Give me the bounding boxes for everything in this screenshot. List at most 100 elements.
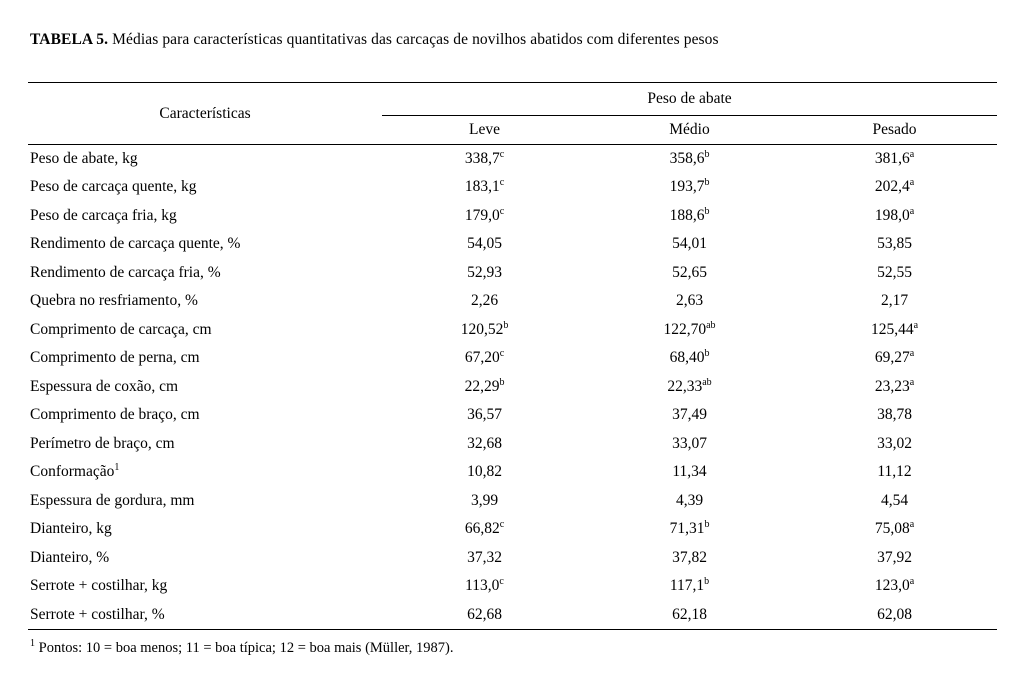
significance-superscript: a — [909, 205, 915, 217]
significance-superscript: b — [704, 148, 710, 160]
cell-value: 54,05 — [467, 235, 502, 253]
cell-value: 198,0a — [874, 205, 915, 224]
table-row: Espessura de gordura, mm 3,99 4,39 4,54 — [28, 487, 997, 516]
cell-value: 381,6a — [874, 148, 915, 167]
table-row: Comprimento de braço, cm 36,57 37,49 38,78 — [28, 401, 997, 430]
significance-superscript: a — [909, 148, 915, 160]
cell-value: 2,63 — [675, 292, 704, 310]
cell-value: 4,39 — [675, 491, 704, 509]
significance-superscript: ab — [702, 376, 712, 388]
table-caption-text: Médias para características quantitativa… — [108, 31, 719, 48]
cell-value: 2,17 — [880, 292, 909, 310]
cell-value: 37,92 — [877, 548, 912, 566]
header-subcolumns-row: Leve Médio Pesado — [28, 116, 997, 145]
cell-value: 358,6b — [669, 148, 710, 167]
significance-superscript: b — [704, 576, 710, 588]
row-label: Comprimento de carcaça, cm — [30, 320, 212, 338]
cell-value: 32,68 — [467, 434, 502, 452]
cell-value: 33,02 — [877, 434, 912, 452]
cell-value: 22,29b — [464, 376, 505, 395]
table-row: Quebra no resfriamento, % 2,26 2,63 2,17 — [28, 287, 997, 316]
header-group-row: Características Peso de abate — [28, 82, 998, 122]
cell-value: 62,68 — [467, 605, 502, 623]
cell-value: 202,4a — [874, 177, 915, 196]
footnote-superscript: 1 — [30, 637, 35, 649]
significance-superscript: a — [909, 519, 915, 531]
cell-value: 188,6b — [669, 205, 710, 224]
cell-value: 67,20c — [464, 348, 505, 367]
cell-value: 122,70ab — [663, 319, 716, 338]
cell-value: 120,52b — [460, 319, 509, 338]
significance-superscript: b — [704, 205, 710, 217]
table-row: Dianteiro, kg 66,82c 71,31b 75,08a — [28, 515, 997, 544]
row-label: Comprimento de braço, cm — [30, 406, 200, 424]
cell-value: 125,44a — [870, 319, 919, 338]
cell-value: 69,27a — [874, 348, 915, 367]
significance-superscript: b — [704, 519, 710, 531]
significance-superscript: b — [704, 177, 710, 189]
significance-superscript: a — [909, 376, 915, 388]
table-row: Serrote + costilhar, % 62,68 62,18 62,08 — [28, 601, 997, 630]
cell-value: 52,65 — [672, 263, 707, 281]
row-label: Dianteiro, kg — [30, 520, 112, 538]
significance-superscript: c — [499, 348, 505, 360]
cell-value: 183,1c — [464, 177, 505, 196]
row-label: Espessura de gordura, mm — [30, 491, 195, 509]
row-label: Comprimento de perna, cm — [30, 349, 200, 367]
row-label: Dianteiro, % — [30, 548, 110, 566]
row-label: Perímetro de braço, cm — [30, 434, 175, 452]
cell-value: 338,7c — [464, 148, 505, 167]
cell-value: 23,23a — [874, 376, 915, 395]
cell-value: 193,7b — [669, 177, 710, 196]
cell-value: 11,34 — [672, 463, 707, 481]
table-body: Peso de abate, kg 338,7c 358,6b 381,6a Peso … — [28, 145, 997, 630]
cell-value: 113,0c — [465, 576, 504, 595]
cell-value: 3,99 — [470, 491, 499, 509]
cell-value: 52,55 — [877, 263, 912, 281]
row-label: Peso de carcaça fria, kg — [30, 206, 177, 224]
cell-value: 33,07 — [672, 434, 707, 452]
table-row: Rendimento de carcaça quente, % 54,05 54,0… — [28, 230, 997, 259]
row-label: Peso de abate, kg — [30, 150, 138, 167]
significance-superscript: c — [499, 148, 505, 160]
significance-superscript: a — [913, 319, 919, 331]
cell-value: 4,54 — [880, 491, 909, 509]
cell-value: 75,08a — [874, 519, 915, 538]
significance-superscript: c — [499, 177, 505, 189]
significance-superscript: b — [704, 348, 710, 360]
row-label: Peso de carcaça quente, kg — [30, 178, 197, 196]
table-row: Dianteiro, % 37,32 37,82 37,92 — [28, 544, 997, 573]
cell-value: 38,78 — [877, 406, 912, 424]
cell-value: 66,82c — [464, 519, 505, 538]
column-header-pesado: Pesado — [872, 121, 917, 138]
row-label: Conformação1 — [30, 462, 120, 481]
footnote: 1 Pontos: 10 = boa menos; 11 = boa típic… — [30, 637, 997, 657]
cell-value: 37,49 — [672, 406, 707, 424]
column-header-medio: Médio — [669, 121, 710, 138]
cell-value: 37,82 — [672, 548, 707, 566]
significance-superscript: b — [503, 319, 509, 331]
row-label-superscript: 1 — [114, 462, 120, 474]
significance-superscript: a — [909, 177, 915, 189]
column-header-leve: Leve — [469, 121, 500, 138]
table-header: Características Peso de abate Leve Médio… — [28, 82, 998, 145]
table-row: Rendimento de carcaça fria, % 52,93 52,65 5… — [28, 259, 997, 288]
table-row: Conformação1 10,82 11,34 11,12 — [28, 458, 997, 487]
significance-superscript: ab — [706, 319, 716, 331]
cell-value: 54,01 — [672, 235, 707, 253]
table-row: Perímetro de braço, cm 32,68 33,07 33,02 — [28, 430, 997, 459]
table-caption-label: TABELA 5. — [30, 31, 109, 48]
cell-value: 53,85 — [877, 235, 912, 253]
cell-value: 62,18 — [672, 605, 707, 623]
cell-value: 22,33ab — [667, 376, 712, 395]
cell-value: 179,0c — [464, 205, 505, 224]
cell-value: 117,1b — [669, 576, 710, 595]
table-caption: TABELA 5. Médias para características qu… — [30, 30, 997, 49]
cell-value: 68,40b — [669, 348, 710, 367]
significance-superscript: c — [499, 576, 504, 588]
table-row: Peso de carcaça fria, kg 179,0c 188,6b 198,… — [28, 202, 997, 231]
table-row: Comprimento de perna, cm 67,20c 68,40b 69,2… — [28, 344, 997, 373]
cell-value: 2,26 — [470, 292, 499, 310]
table-row: Espessura de coxão, cm 22,29b 22,33ab 23,23… — [28, 373, 997, 402]
